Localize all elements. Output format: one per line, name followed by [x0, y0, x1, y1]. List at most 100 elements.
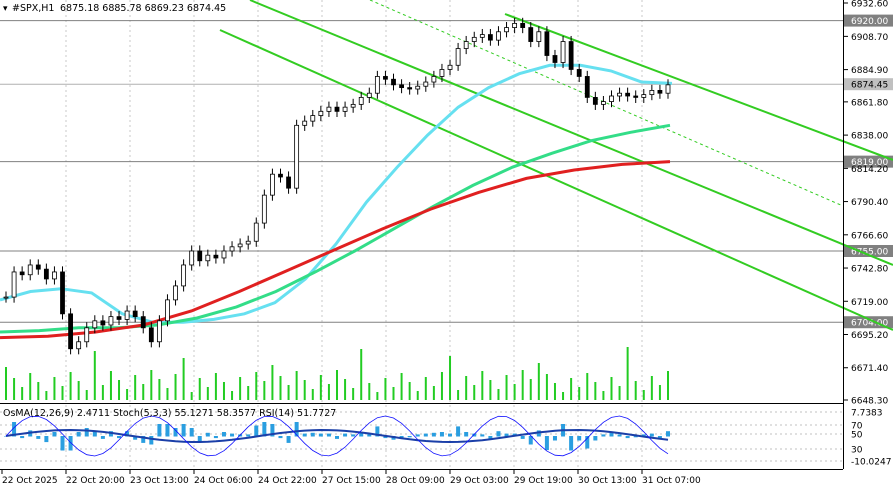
osma-bar [423, 433, 428, 437]
candle-body [253, 222, 259, 242]
osma-bar [577, 436, 582, 441]
osma-bar [520, 436, 525, 439]
y-tick-label: 6695.20 [851, 331, 888, 341]
menu-arrow-icon[interactable]: ▾ [3, 4, 8, 14]
osma-bar [302, 433, 307, 437]
candle-body [471, 36, 477, 42]
candle-body [592, 96, 598, 105]
y-tick-label: 6790.40 [851, 198, 888, 208]
macd-signal-line [5, 428, 669, 444]
trend-channel [219, 0, 893, 331]
ma-mid-line [0, 123, 671, 334]
candle-body [334, 106, 340, 112]
candle-body [213, 254, 219, 259]
price-level-label: 6704.00 [851, 319, 888, 329]
volume-bars [5, 347, 669, 400]
osma-bar [472, 433, 477, 437]
candle-body [439, 69, 445, 77]
osma-bar [230, 433, 235, 437]
current-price-tag [844, 78, 893, 91]
osma-bar [439, 432, 444, 437]
candle-body [318, 110, 324, 116]
candle-body [326, 106, 332, 112]
candle-body [60, 271, 65, 315]
candle-body [601, 101, 606, 105]
candle-body [11, 271, 17, 298]
osma-bar [125, 431, 130, 437]
channel-mid-line [369, 0, 844, 207]
candle-body [270, 173, 275, 196]
osma-bar [633, 436, 638, 438]
x-tick-label: 28 Oct 09:00 [386, 476, 445, 486]
osma-bar [36, 436, 41, 439]
indicator-tick-label: 7.7383 [851, 409, 883, 419]
price-level-label: 6920.00 [851, 17, 888, 27]
candle-body [205, 254, 211, 262]
candle-body [229, 246, 235, 252]
ma-fast-line [0, 63, 673, 324]
osma-bar [569, 436, 574, 451]
osma-bar [68, 436, 73, 451]
current-price-label: 6874.45 [851, 81, 888, 91]
y-tick-label: 6742.80 [851, 265, 888, 275]
osma-bar [117, 436, 122, 439]
osma-bar [335, 436, 339, 439]
osma-bar [213, 436, 218, 439]
indicator-header: OsMA(12,26,9) 2.4711 Stoch(5,3,3) 55.127… [3, 408, 336, 419]
x-tick-label: 22 Oct 2025 [2, 476, 58, 486]
candles [3, 17, 671, 355]
candle-body [649, 90, 655, 96]
candle-body [625, 92, 631, 97]
candle-body [657, 90, 663, 94]
candle-body [504, 27, 509, 33]
osma-bar [12, 422, 17, 437]
osma-bar [480, 434, 485, 437]
candle-body [189, 250, 195, 266]
candle-body [641, 94, 647, 98]
y-tick-label: 6648.30 [851, 397, 888, 407]
candle-body [294, 124, 300, 189]
y-tick-label: 6671.40 [851, 364, 888, 374]
candle-body [19, 271, 25, 276]
candle-body [399, 84, 404, 89]
osma-bar [544, 436, 549, 451]
osma-bar [173, 428, 178, 437]
osma-bar [318, 433, 323, 437]
osma-bar [76, 432, 81, 437]
osma-bar [4, 436, 8, 437]
candle-body [391, 78, 396, 86]
osma-bar [165, 424, 170, 437]
osma-bar [407, 436, 412, 438]
osma-bar [666, 431, 670, 437]
chart-header-symbol: #SPX,H1 [12, 3, 54, 14]
osma-bar [641, 434, 646, 437]
candle-body [3, 296, 9, 299]
osma-bar [375, 426, 380, 437]
candle-body [407, 87, 413, 90]
osma-bar [415, 434, 420, 437]
x-tick-label: 29 Oct 03:00 [450, 476, 509, 486]
y-tick-label: 6884.90 [851, 66, 888, 76]
candle-body [116, 316, 122, 320]
osma-bar [181, 424, 186, 437]
candle-body [52, 271, 57, 280]
candle-body [560, 41, 566, 63]
osma-bar [205, 432, 210, 437]
candle-body [496, 31, 501, 41]
candle-body [423, 81, 429, 87]
candle-body [366, 92, 372, 98]
candle-body [665, 84, 671, 94]
x-tick-label: 31 Oct 07:00 [642, 476, 701, 486]
channel-lower-line [219, 29, 893, 331]
candle-body [374, 76, 380, 94]
candle-body [140, 316, 146, 329]
candle-body [108, 316, 114, 326]
indicator-tick-label: -10.0247 [851, 458, 891, 468]
osma-bar [367, 433, 372, 437]
osma-bar [625, 436, 630, 439]
price-level-tag [844, 155, 893, 168]
osma-bar [488, 436, 493, 440]
osma-bar [197, 436, 202, 443]
